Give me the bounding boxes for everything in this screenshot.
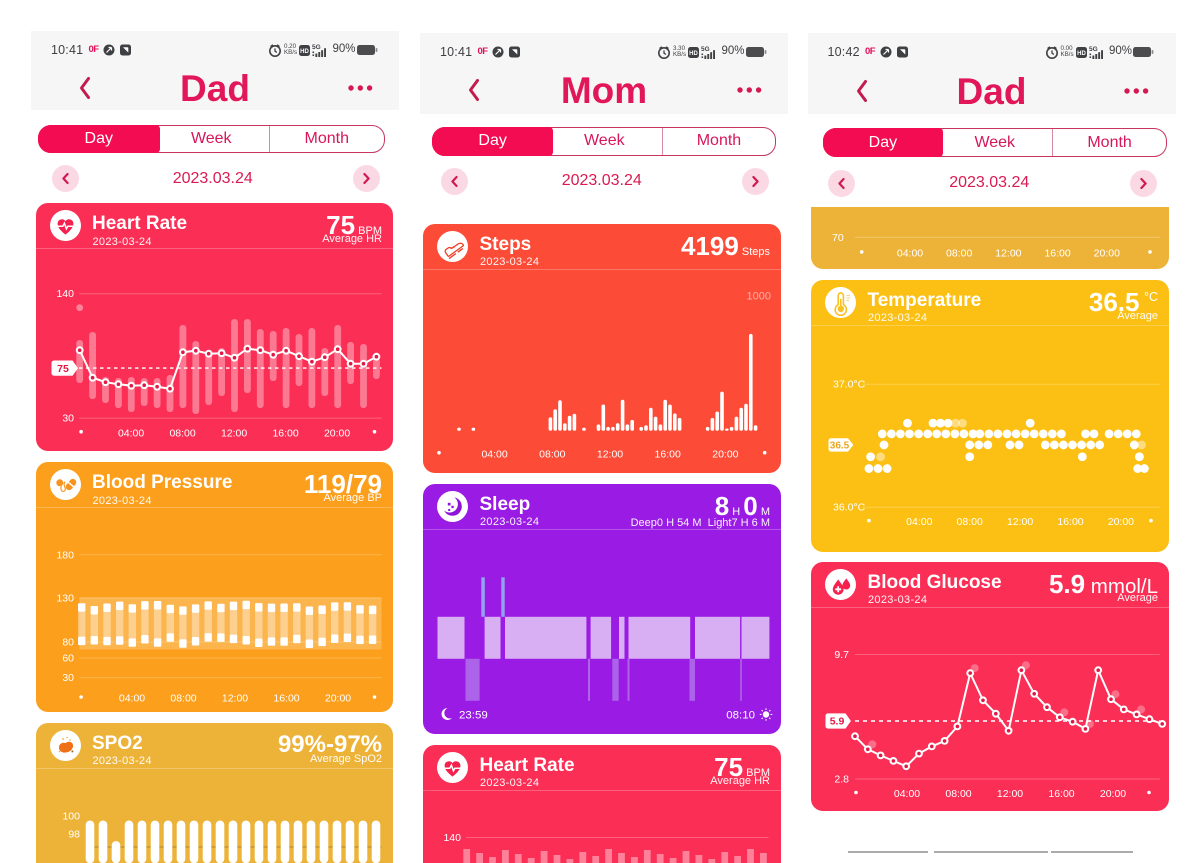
svg-text:140: 140 <box>56 288 74 300</box>
svg-text:36.0°C: 36.0°C <box>833 501 866 513</box>
svg-text:08:00: 08:00 <box>539 448 565 460</box>
svg-text:04:00: 04:00 <box>118 693 144 705</box>
svg-text:130: 130 <box>56 593 74 605</box>
svg-text:98: 98 <box>68 828 80 840</box>
svg-text:5G: 5G <box>312 44 321 51</box>
svg-text:23:59: 23:59 <box>459 709 488 721</box>
svg-text:16:00: 16:00 <box>272 428 298 440</box>
svg-text:20:00: 20:00 <box>712 448 738 460</box>
svg-text:12:00: 12:00 <box>997 788 1023 800</box>
svg-text:08:10: 08:10 <box>726 709 755 721</box>
svg-text:04:00: 04:00 <box>906 516 932 528</box>
svg-text:180: 180 <box>56 549 74 561</box>
svg-text:30: 30 <box>62 672 74 684</box>
svg-text:2.8: 2.8 <box>834 773 849 785</box>
svg-text:37.0°C: 37.0°C <box>833 378 866 390</box>
svg-text:12:00: 12:00 <box>995 247 1021 259</box>
svg-text:12:00: 12:00 <box>221 693 247 705</box>
svg-text:08:00: 08:00 <box>170 693 196 705</box>
svg-text:80: 80 <box>62 637 74 649</box>
svg-text:20:00: 20:00 <box>1108 516 1134 528</box>
svg-text:08:00: 08:00 <box>946 247 972 259</box>
svg-text:20:00: 20:00 <box>1094 247 1120 259</box>
svg-text:HD: HD <box>689 50 698 56</box>
svg-text:30: 30 <box>62 413 74 425</box>
svg-text:04:00: 04:00 <box>117 428 143 440</box>
svg-text:75: 75 <box>57 363 69 375</box>
svg-text:5G: 5G <box>701 46 710 53</box>
svg-text:20:00: 20:00 <box>324 693 350 705</box>
svg-text:140: 140 <box>443 832 461 844</box>
svg-text:16:00: 16:00 <box>1057 516 1083 528</box>
svg-text:HD: HD <box>300 48 309 54</box>
svg-text:16:00: 16:00 <box>273 693 299 705</box>
svg-text:100: 100 <box>62 810 80 822</box>
svg-text:12:00: 12:00 <box>220 428 246 440</box>
svg-text:08:00: 08:00 <box>945 788 971 800</box>
svg-text:16:00: 16:00 <box>1044 247 1070 259</box>
svg-text:16:00: 16:00 <box>655 448 681 460</box>
svg-text:12:00: 12:00 <box>597 448 623 460</box>
svg-text:36.5: 36.5 <box>830 440 850 451</box>
svg-text:70: 70 <box>832 231 844 243</box>
svg-text:08:00: 08:00 <box>957 516 983 528</box>
svg-text:20:00: 20:00 <box>323 428 349 440</box>
svg-text:04:00: 04:00 <box>897 247 923 259</box>
svg-text:1000: 1000 <box>747 290 771 302</box>
svg-text:60: 60 <box>62 653 74 665</box>
svg-text:12:00: 12:00 <box>1007 516 1033 528</box>
svg-text:5G: 5G <box>1089 46 1098 53</box>
svg-text:HD: HD <box>1077 50 1086 56</box>
svg-text:5.9: 5.9 <box>830 715 845 727</box>
svg-text:08:00: 08:00 <box>169 428 195 440</box>
svg-text:04:00: 04:00 <box>481 448 507 460</box>
svg-text:9.7: 9.7 <box>834 649 849 661</box>
svg-text:04:00: 04:00 <box>894 788 920 800</box>
svg-text:16:00: 16:00 <box>1048 788 1074 800</box>
svg-text:20:00: 20:00 <box>1100 788 1126 800</box>
